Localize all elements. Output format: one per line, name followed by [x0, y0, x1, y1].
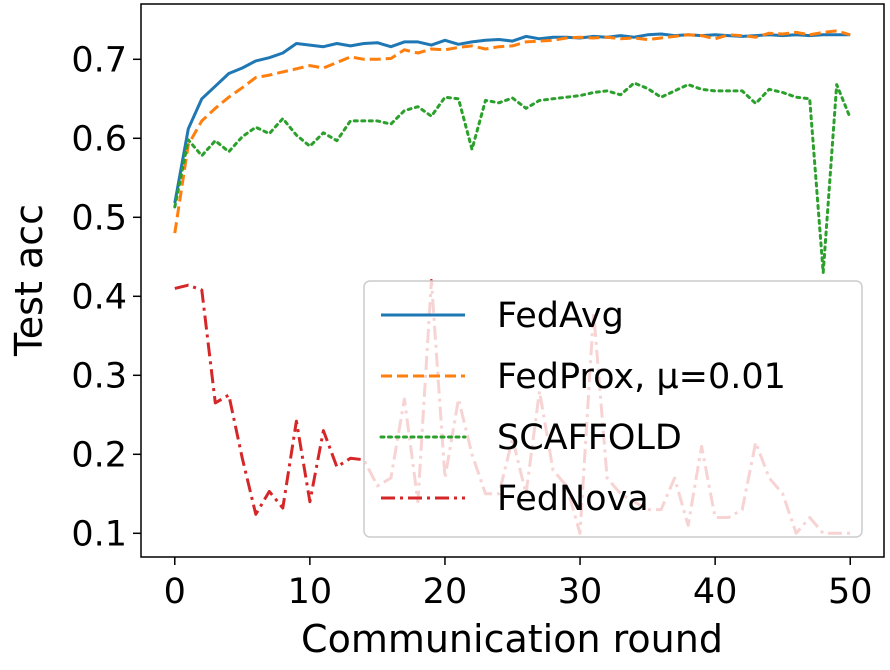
legend: FedAvg FedProx, μ=0.01 SCAFFOLD FedNova — [363, 280, 863, 538]
y-tick-label: 0.2 — [71, 435, 127, 475]
series-line-fednova — [174, 279, 851, 535]
x-tick-label: 10 — [288, 572, 333, 612]
plot-frame — [140, 3, 885, 558]
y-tick-label: 0.4 — [71, 277, 127, 317]
x-tick-label: 40 — [693, 572, 738, 612]
x-axis: 0 10 20 30 40 50 — [164, 557, 873, 612]
x-tick-label: 50 — [828, 572, 873, 612]
y-tick-label: 0.3 — [71, 356, 127, 396]
y-axis: 0.1 0.2 0.3 0.4 0.5 0.6 0.7 — [71, 40, 141, 554]
legend-box — [363, 280, 863, 538]
series-layer — [173, 29, 852, 535]
y-tick-label: 0.1 — [71, 514, 127, 554]
x-axis-title: Communication round — [301, 617, 723, 661]
x-tick-label: 30 — [558, 572, 603, 612]
legend-label: SCAFFOLD — [497, 418, 682, 458]
y-tick-label: 0.6 — [71, 119, 127, 159]
series-line-scaffold — [173, 81, 852, 275]
series-line-fedavg — [173, 32, 851, 204]
y-tick-label: 0.7 — [71, 40, 127, 80]
legend-label: FedNova — [497, 479, 649, 519]
x-tick-label: 0 — [164, 572, 186, 612]
legend-label: FedAvg — [497, 296, 624, 336]
x-tick-label: 20 — [423, 572, 468, 612]
y-axis-title: Test acc — [7, 204, 51, 357]
y-tick-label: 0.5 — [71, 198, 127, 238]
series-line-fedprox-0-01 — [173, 29, 851, 234]
legend-label: FedProx, μ=0.01 — [497, 357, 786, 397]
